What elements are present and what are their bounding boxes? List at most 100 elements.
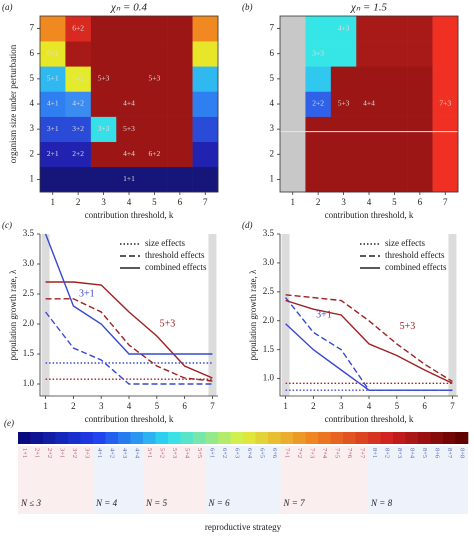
strategy-cell (180, 432, 194, 444)
strategy-cell (93, 432, 106, 444)
cell-label: 6+1 (47, 48, 59, 57)
strategy-cell (268, 432, 281, 444)
strategy-label: 6+2 (221, 448, 228, 458)
group-label: N = 5 (145, 498, 168, 508)
x-tick-label: 1 (290, 197, 295, 207)
x-axis-label: contribution threshold, k (325, 210, 414, 220)
strategy-cell (318, 432, 331, 444)
cell (305, 116, 332, 143)
x-tick-label: 1 (50, 197, 55, 207)
x-tick-label: 7 (443, 197, 448, 207)
cell-label: 5+3 (338, 99, 350, 108)
cell (330, 16, 357, 42)
x-tick-label: 5 (152, 197, 157, 207)
panel-title: χₙ = 0.4 (110, 2, 147, 14)
strategy-cell (168, 432, 181, 444)
cell (432, 166, 459, 193)
y-tick-label: 2.0 (263, 315, 275, 325)
x-tick-label: 6 (182, 401, 187, 411)
strategy-label: 5+5 (196, 448, 203, 458)
cell (381, 41, 408, 67)
cell (381, 141, 408, 168)
y-tick-label: 4 (30, 98, 35, 108)
strategy-cell (305, 432, 319, 444)
strategy-cell (218, 432, 231, 444)
cell (116, 41, 143, 67)
cell (280, 91, 306, 117)
cell (330, 41, 357, 67)
y-tick-label: 7 (30, 23, 35, 33)
annotation: 3+1 (316, 309, 332, 320)
cell (305, 141, 332, 168)
cell (167, 41, 193, 67)
panel-label: (c) (2, 220, 12, 230)
strategy-cell (143, 432, 156, 444)
y-tick-label: 2 (270, 148, 275, 158)
cell (192, 41, 219, 67)
y-tick-label: 5 (270, 73, 275, 83)
series-line (45, 311, 213, 385)
strategy-label: 2+2 (46, 448, 53, 458)
series-line (285, 323, 453, 391)
cell (407, 166, 433, 193)
x-tick-label: 6 (422, 401, 427, 411)
cell (192, 91, 219, 117)
strategy-cell (118, 432, 131, 444)
strategy-label: 3+3 (83, 448, 90, 458)
cell-label: 2+1 (47, 149, 59, 158)
strategy-label: 7+1 (283, 448, 290, 458)
axes (279, 234, 458, 397)
cell-label: 4+2 (72, 99, 84, 108)
group-label: N = 7 (283, 498, 306, 508)
strategy-label: 6+3 (233, 448, 240, 458)
strategy-label: 4+4 (133, 448, 140, 459)
x-tick-label: 5 (392, 197, 397, 207)
cell (192, 16, 219, 42)
strategy-cell (55, 432, 69, 444)
cell (407, 141, 433, 168)
strategy-cell (18, 432, 31, 444)
cell-label: 5+3 (123, 124, 135, 133)
cell (432, 141, 459, 168)
strategy-label: 7+3 (308, 448, 315, 458)
strategy-cell (455, 432, 469, 444)
y-tick-label: 7 (270, 23, 275, 33)
group-band (143, 446, 206, 514)
cell (141, 66, 168, 92)
x-tick-label: 7 (203, 197, 208, 207)
cell-label: 2+2 (312, 99, 324, 108)
x-tick-label: 6 (418, 197, 423, 207)
y-tick-label: 3.5 (23, 228, 35, 238)
strategy-label: 5+4 (183, 448, 190, 459)
strategy-label: 8+5 (421, 448, 428, 458)
cell (116, 166, 143, 193)
y-tick-label: 6 (270, 48, 275, 58)
cell-label: 7+3 (439, 99, 451, 108)
cell (65, 41, 92, 67)
strategy-label: 1+1 (21, 448, 28, 458)
cell (65, 166, 92, 193)
strategy-label: 6+1 (208, 448, 215, 458)
x-tick-label: 7 (450, 401, 455, 411)
cell (167, 166, 193, 193)
x-tick-label: 3 (99, 401, 104, 411)
cell (356, 41, 383, 67)
cell (40, 141, 66, 168)
strategy-cell (43, 432, 56, 444)
cell-label: 6+2 (72, 23, 84, 32)
group-label: N ≤ 3 (20, 498, 41, 508)
cell-label: 6+2 (149, 149, 161, 158)
legend-label: threshold effects (385, 250, 445, 260)
cell-label: 1+1 (123, 174, 135, 183)
cell (141, 166, 168, 193)
y-tick-label: 2.5 (263, 286, 275, 296)
x-tick-label: 2 (76, 197, 81, 207)
y-tick-label: 2.0 (23, 318, 35, 328)
strategy-cell (30, 432, 44, 444)
cell (356, 66, 383, 92)
strategy-label: 8+2 (383, 448, 390, 458)
cell-label: 3+1 (47, 124, 59, 133)
shaded-band (41, 234, 50, 396)
x-tick-label: 4 (127, 401, 132, 411)
